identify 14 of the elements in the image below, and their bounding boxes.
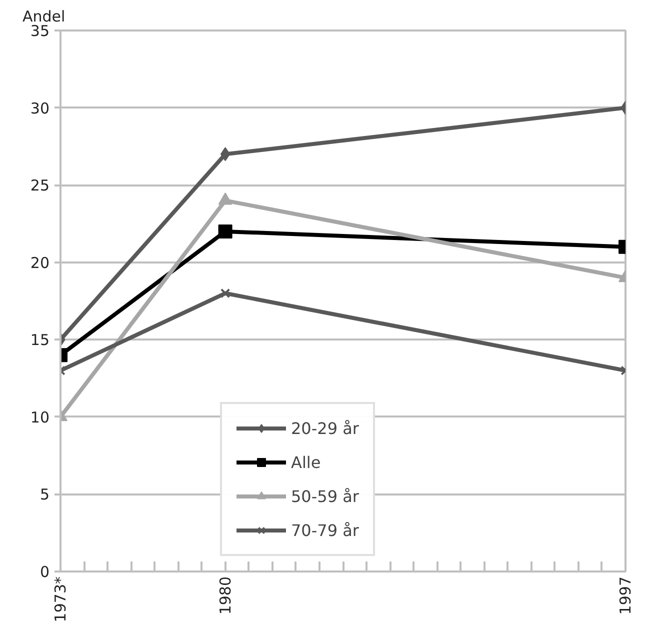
legend-label: 20-29 år: [291, 418, 359, 438]
x-tick-label: 1980: [216, 576, 234, 615]
y-tick-label: 25: [30, 176, 50, 195]
y-tick-label: 20: [30, 254, 50, 272]
x-tick-label: 1973*: [52, 576, 70, 622]
legend-label: 50-59 år: [291, 486, 359, 506]
x-tick-label: 1997: [616, 576, 634, 615]
y-tick-label: 0: [40, 563, 50, 581]
legend-label: 70-79 år: [291, 520, 359, 540]
y-tick-label: 10: [30, 408, 50, 426]
y-tick-label: 15: [30, 331, 50, 350]
legend-label: Alle: [291, 452, 321, 472]
y-tick-label: 30: [30, 99, 50, 118]
y-tick-label: 5: [40, 486, 50, 504]
